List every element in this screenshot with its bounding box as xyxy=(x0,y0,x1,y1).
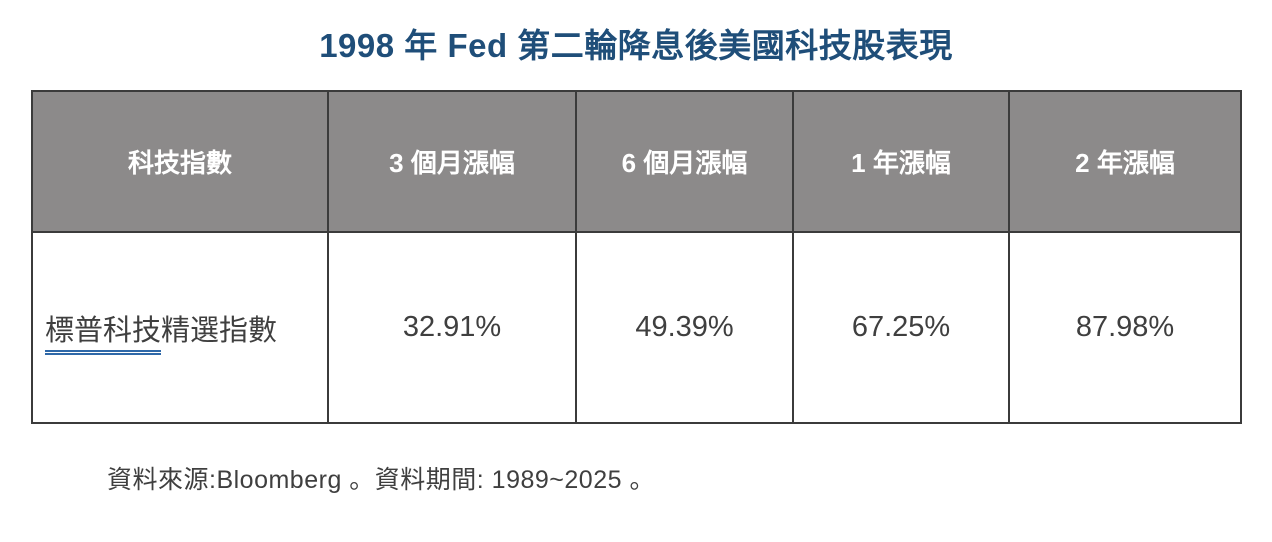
column-header-2-year-return: 2 年漲幅 xyxy=(1008,90,1242,233)
source-note: 資料來源:Bloomberg 。資料期間: 1989~2025 。 xyxy=(107,466,655,494)
index-name-cell: 標普科技精選指數 xyxy=(31,231,329,424)
index-name-underlined-segment: 標普科技 xyxy=(45,314,162,355)
page-title: 1998 年 Fed 第二輪降息後美國科技股表現 xyxy=(319,27,953,64)
tech-performance-table: 科技指數 3 個月漲幅 6 個月漲幅 1 年漲幅 2 年漲幅 標普科技精選指數 … xyxy=(31,90,1242,424)
return-1-year-cell: 67.25% xyxy=(792,231,1010,424)
column-header-tech-index: 科技指數 xyxy=(31,90,329,233)
column-header-3-month-return: 3 個月漲幅 xyxy=(327,90,577,233)
return-2-year-cell: 87.98% xyxy=(1008,231,1242,424)
return-3-month-cell: 32.91% xyxy=(327,231,577,424)
column-header-1-year-return: 1 年漲幅 xyxy=(792,90,1010,233)
index-name-rest-segment: 精選指數 xyxy=(161,314,278,347)
table-row: 標普科技精選指數 32.91% 49.39% 67.25% 87.98% xyxy=(31,231,1242,424)
return-6-month-cell: 49.39% xyxy=(575,231,794,424)
table-header-row: 科技指數 3 個月漲幅 6 個月漲幅 1 年漲幅 2 年漲幅 xyxy=(31,90,1242,233)
column-header-6-month-return: 6 個月漲幅 xyxy=(575,90,794,233)
